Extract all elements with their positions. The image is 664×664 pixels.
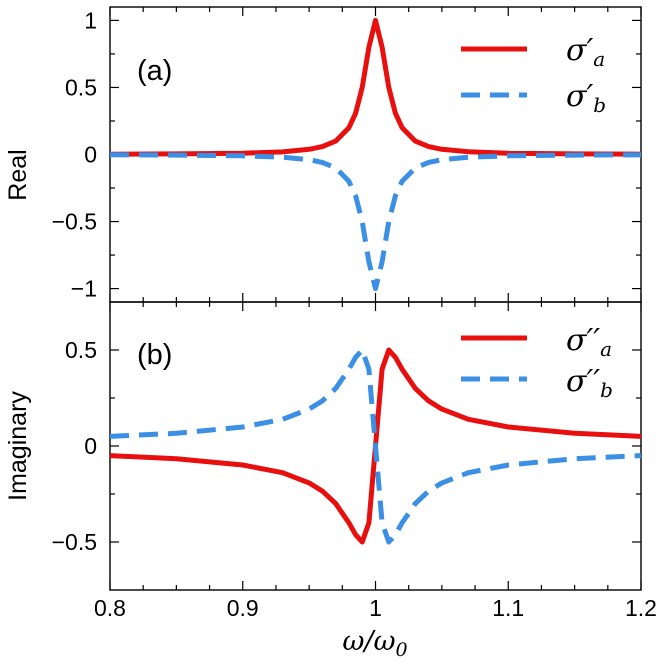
- panel-b-ticks: 0.5 0 −0.5: [52, 302, 642, 590]
- series-line-b-doubleprime: [109, 347, 642, 545]
- x-tick-label: 1.2: [625, 595, 657, 621]
- y-tick-label: 0.5: [65, 337, 97, 363]
- series-line-a-prime: [109, 17, 642, 157]
- panel-a-legend: σ′a σ′b: [461, 33, 606, 117]
- y-tick-label: −0.5: [52, 529, 97, 555]
- y-tick-label: 1: [84, 7, 97, 33]
- y-tick-label: 0.5: [65, 74, 97, 100]
- panel-b-ylabel: Imaginary: [4, 391, 32, 501]
- panel-a-label: (a): [137, 55, 172, 87]
- legend-label-sigma-prime-b: σ′b: [566, 79, 606, 117]
- y-tick-label: 0: [84, 433, 97, 459]
- x-tick-label: 0.8: [94, 595, 126, 621]
- panel-b: 0.5 0 −0.5 (b) Imaginary σ′′a σ′′b: [4, 301, 642, 591]
- x-axis-label: ω/ω0: [342, 626, 407, 661]
- panel-a: 1 0.5 0 −0.5 −1 (a) Real σ′a σ′b: [4, 6, 642, 303]
- panel-a-ticks: 1 0.5 0 −0.5 −1: [52, 7, 642, 302]
- x-tick-label: 1: [369, 595, 382, 621]
- panel-a-series: [109, 17, 642, 292]
- series-line-b-prime: [109, 152, 642, 292]
- y-tick-label: −1: [71, 276, 97, 302]
- x-tick-label: 0.9: [227, 595, 259, 621]
- x-tick-labels: 0.8 0.9 1 1.1 1.2: [94, 595, 657, 621]
- y-tick-label: −0.5: [52, 209, 97, 235]
- panel-b-series: [109, 347, 642, 545]
- y-tick-label: 0: [84, 142, 97, 168]
- panel-a-ylabel: Real: [4, 149, 32, 200]
- legend-label-sigma-prime-a: σ′a: [566, 33, 605, 71]
- panel-b-legend: σ′′a σ′′b: [461, 323, 613, 402]
- legend-label-sigma-doubleprime-b: σ′′b: [566, 364, 613, 402]
- legend-label-sigma-doubleprime-a: σ′′a: [566, 323, 612, 361]
- x-tick-label: 1.1: [492, 595, 524, 621]
- panel-b-label: (b): [137, 339, 172, 371]
